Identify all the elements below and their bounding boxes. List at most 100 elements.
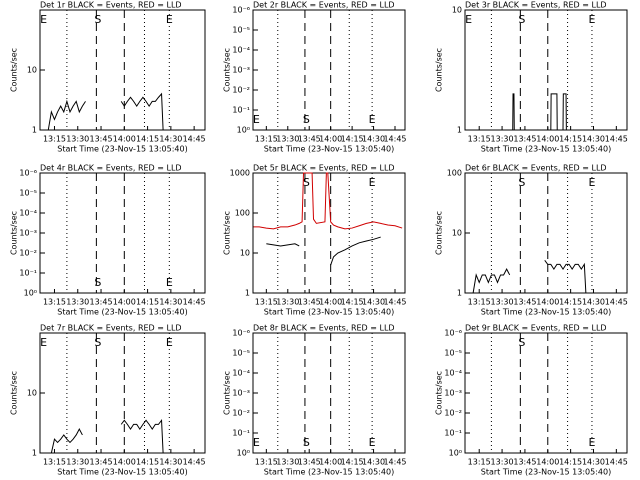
x-axis-label: Start Time (23-Nov-15 13:05:40) <box>481 468 611 477</box>
x-tick-label: 14:45 <box>605 298 628 307</box>
x-tick-label: 14:45 <box>383 458 406 467</box>
annotation: S <box>303 113 310 126</box>
annotation: S <box>94 336 101 349</box>
data-line <box>47 99 86 131</box>
y-tick-label: 10⁻⁵ <box>19 189 37 198</box>
annotation: E <box>369 113 376 126</box>
data-line <box>512 93 567 131</box>
y-tick-label: 10 <box>452 229 462 238</box>
y-tick-label: 1000 <box>230 169 250 178</box>
chart-title: Det 1r BLACK = Events, RED = LLD <box>40 1 182 10</box>
annotation: S <box>518 176 525 189</box>
y-axis-label: Counts/sec <box>10 211 19 255</box>
x-tick-label: 13:15 <box>255 298 278 307</box>
data-line <box>472 268 511 294</box>
x-tick-label: 13:15 <box>468 298 491 307</box>
annotation: S <box>518 13 525 26</box>
x-tick-label: 14:15 <box>559 298 582 307</box>
x-tick-label: 14:00 <box>536 458 559 467</box>
x-tick-label: 14:30 <box>362 298 385 307</box>
y-tick-label: 10⁻⁶ <box>232 6 250 15</box>
y-tick-label: 10 <box>27 389 37 398</box>
plot-frame <box>464 332 628 454</box>
y-tick-label: 10 <box>240 249 250 258</box>
x-tick-label: 13:30 <box>66 458 89 467</box>
x-tick-label: 14:30 <box>582 298 605 307</box>
y-tick-label: 10⁻⁶ <box>232 329 250 338</box>
x-tick-label: 13:45 <box>298 135 321 144</box>
x-tick-label: 13:45 <box>89 135 112 144</box>
y-tick-label: 10⁻⁴ <box>232 46 250 55</box>
y-tick-label: 10⁻³ <box>19 229 37 238</box>
annotation: E <box>166 276 173 289</box>
y-tick-label: 10⁻² <box>444 409 462 418</box>
y-tick-label: 10⁰ <box>237 126 250 135</box>
y-tick-label: 1 <box>245 289 250 298</box>
y-tick-label: 100 <box>447 169 462 178</box>
x-tick-label: 13:30 <box>491 135 514 144</box>
plot-frame <box>39 172 206 294</box>
annotation: E <box>369 436 376 449</box>
annotation: E <box>588 176 595 189</box>
x-tick-label: 14:30 <box>582 458 605 467</box>
annotation: E <box>40 336 47 349</box>
x-tick-label: 13:15 <box>43 135 66 144</box>
x-tick-label: 14:00 <box>113 458 136 467</box>
x-tick-label: 14:00 <box>319 458 342 467</box>
chart-title: Det 7r BLACK = Events, RED = LLD <box>40 324 182 333</box>
x-tick-label: 13:30 <box>66 135 89 144</box>
x-axis-label: Start Time (23-Nov-15 13:05:40) <box>264 308 394 317</box>
data-line <box>120 418 164 454</box>
y-tick-label: 10⁻⁵ <box>232 26 250 35</box>
y-tick-label: 10⁻¹ <box>19 269 37 278</box>
annotation: E <box>465 13 472 26</box>
x-tick-label: 14:00 <box>319 135 342 144</box>
x-tick-label: 14:15 <box>559 458 582 467</box>
y-tick-label: 10⁻¹ <box>444 429 462 438</box>
annotation: S <box>303 436 310 449</box>
y-tick-label: 10⁻⁶ <box>19 169 37 178</box>
x-tick-label: 14:00 <box>536 135 559 144</box>
x-tick-label: 14:15 <box>341 458 364 467</box>
plot-frame <box>464 172 628 294</box>
y-tick-label: 10⁻⁵ <box>444 349 462 358</box>
chart-title: Det 5r BLACK = Events, RED = LLD <box>253 164 395 173</box>
annotation: E <box>40 13 47 26</box>
x-tick-label: 13:15 <box>468 458 491 467</box>
x-axis-label: Start Time (23-Nov-15 13:05:40) <box>57 468 187 477</box>
x-tick-label: 14:00 <box>113 298 136 307</box>
x-axis-label: Start Time (23-Nov-15 13:05:40) <box>264 468 394 477</box>
y-tick-label: 10 <box>27 66 37 75</box>
x-tick-label: 14:30 <box>362 458 385 467</box>
x-tick-label: 14:45 <box>605 135 628 144</box>
y-axis-label: Counts/sec <box>10 48 19 92</box>
x-tick-label: 13:45 <box>89 458 112 467</box>
data-line <box>330 236 381 266</box>
y-tick-label: 10⁻¹ <box>232 429 250 438</box>
x-tick-label: 14:45 <box>383 135 406 144</box>
x-tick-label: 13:45 <box>89 298 112 307</box>
x-tick-label: 14:15 <box>136 458 159 467</box>
x-tick-label: 13:45 <box>513 135 536 144</box>
x-tick-label: 14:30 <box>159 298 182 307</box>
x-tick-label: 14:30 <box>582 135 605 144</box>
x-tick-label: 14:15 <box>136 298 159 307</box>
x-tick-label: 14:00 <box>319 298 342 307</box>
plot-frame <box>252 9 406 131</box>
x-tick-label: 13:15 <box>255 135 278 144</box>
x-tick-label: 13:15 <box>255 458 278 467</box>
plot-frame <box>252 332 406 454</box>
y-axis-label: Counts/sec <box>223 211 232 255</box>
x-tick-label: 14:45 <box>183 135 206 144</box>
x-tick-label: 14:00 <box>536 298 559 307</box>
data-line <box>120 92 164 131</box>
y-tick-label: 10⁻² <box>19 249 37 258</box>
x-tick-label: 13:30 <box>276 298 299 307</box>
x-axis-label: Start Time (23-Nov-15 13:05:40) <box>481 145 611 154</box>
y-tick-label: 100 <box>235 209 250 218</box>
data-line <box>544 260 587 294</box>
annotation: S <box>94 13 101 26</box>
x-tick-label: 14:45 <box>605 458 628 467</box>
x-tick-label: 14:30 <box>362 135 385 144</box>
x-tick-label: 13:15 <box>43 458 66 467</box>
